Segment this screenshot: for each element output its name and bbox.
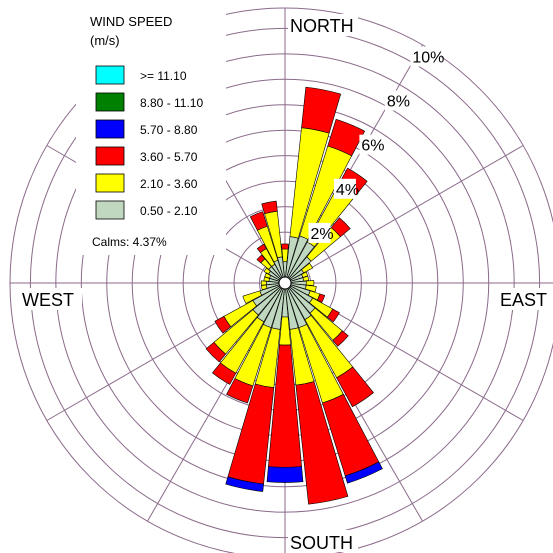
sector-segment bbox=[326, 308, 340, 323]
sector-segment bbox=[330, 217, 351, 238]
legend-swatch bbox=[95, 92, 125, 112]
sector-segment bbox=[266, 466, 304, 483]
calms-label: Calms: 4.37% bbox=[92, 235, 167, 249]
sector-segment bbox=[316, 293, 326, 303]
ring-label-bg bbox=[359, 134, 382, 155]
legend-swatch bbox=[95, 173, 125, 193]
ring-label-bg bbox=[308, 222, 331, 243]
sector-segment bbox=[336, 366, 374, 408]
sector-segment bbox=[344, 461, 383, 484]
calm-center-circle bbox=[278, 276, 292, 290]
sector-segment bbox=[260, 280, 267, 286]
south-label: SOUTH bbox=[290, 533, 353, 553]
ring-label: 6% bbox=[361, 138, 384, 155]
east-label: EAST bbox=[500, 290, 547, 310]
sector-segment bbox=[327, 118, 366, 157]
sector-segment bbox=[301, 86, 342, 134]
west-label-bg bbox=[20, 288, 82, 310]
sector-segment bbox=[263, 267, 271, 275]
sector-segment bbox=[301, 262, 314, 274]
wind-sectors bbox=[205, 86, 383, 505]
ring-label-bg bbox=[410, 46, 442, 67]
sector-segment bbox=[256, 243, 267, 254]
legend-label: 3.60 - 5.70 bbox=[140, 150, 198, 164]
sector-segment bbox=[249, 211, 268, 231]
sector-segment bbox=[281, 248, 289, 263]
sector-segment bbox=[205, 341, 227, 363]
grid-spoke bbox=[289, 145, 524, 281]
sector-segment bbox=[264, 272, 272, 279]
ring-label: 4% bbox=[336, 182, 359, 199]
sector-segment bbox=[225, 476, 264, 492]
ring-labels: 2% 4% 6% 8% 10% bbox=[308, 46, 444, 243]
sector-segment bbox=[227, 383, 275, 485]
south-label-bg bbox=[288, 530, 358, 552]
sector-segment bbox=[260, 284, 268, 291]
ring-label: 8% bbox=[387, 94, 410, 111]
sector-segment bbox=[332, 330, 349, 347]
legend-swatch bbox=[95, 119, 125, 139]
ring-label: 10% bbox=[412, 49, 444, 66]
legend-items: >= 11.10 8.80 - 11.10 5.70 - 8.80 3.60 - 5.… bbox=[95, 65, 203, 220]
east-label-bg bbox=[498, 288, 553, 310]
sector-segment bbox=[305, 284, 317, 293]
north-label-bg bbox=[288, 14, 358, 36]
legend-label: 8.80 - 11.10 bbox=[140, 96, 203, 110]
legend-label: 2.10 - 3.60 bbox=[140, 177, 198, 191]
legend: WIND SPEED (m/s) >= 11.10 8.80 - 11.10 5.7… bbox=[76, 5, 226, 255]
sector-segment bbox=[263, 276, 270, 282]
sector-segment bbox=[261, 200, 278, 215]
sector-segment bbox=[281, 243, 289, 250]
ring-label-bg bbox=[384, 90, 407, 111]
legend-label: 0.50 - 2.10 bbox=[140, 204, 198, 218]
ring-label-bg bbox=[333, 178, 356, 199]
legend-title-line-2: (m/s) bbox=[90, 33, 120, 48]
sector-segment bbox=[242, 290, 263, 304]
sector-segment bbox=[256, 254, 266, 264]
sector-segment bbox=[226, 378, 254, 404]
sector-segment bbox=[301, 271, 309, 278]
legend-swatch bbox=[95, 200, 125, 220]
sector-segment bbox=[302, 275, 310, 282]
legend-swatch bbox=[95, 146, 125, 166]
legend-swatch bbox=[95, 65, 125, 85]
sector-segment bbox=[295, 381, 349, 505]
legend-title-line-1: WIND SPEED bbox=[90, 14, 172, 29]
west-label: WEST bbox=[22, 290, 74, 310]
legend-label: 5.70 - 8.80 bbox=[140, 123, 198, 137]
legend-label: >= 11.10 bbox=[140, 69, 187, 83]
ring-label: 2% bbox=[310, 226, 333, 243]
sector-segment bbox=[212, 362, 237, 385]
sector-segment bbox=[305, 280, 315, 286]
north-label: NORTH bbox=[290, 16, 354, 36]
center-marker bbox=[278, 276, 292, 290]
sector-segment bbox=[214, 315, 232, 334]
